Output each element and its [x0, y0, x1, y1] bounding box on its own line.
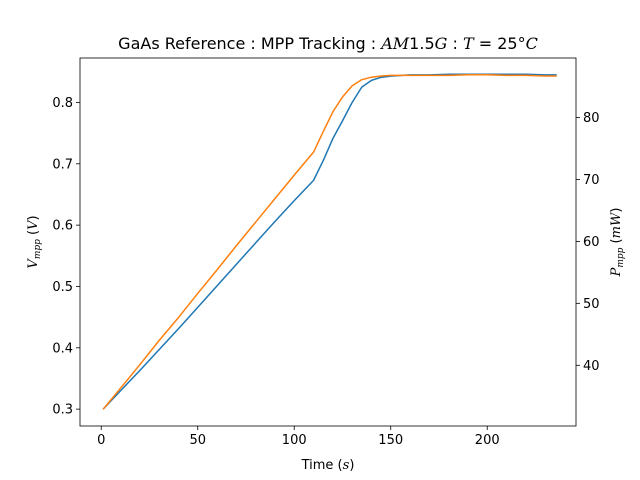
plot-frame — [79, 57, 577, 427]
y-left-tick-label: 0.6 — [52, 219, 73, 234]
y-right-tick-label: 80 — [583, 111, 600, 126]
series-group — [102, 73, 557, 410]
x-tick-label: 150 — [378, 433, 403, 448]
y-left-tick-label: 0.7 — [52, 157, 73, 172]
chart-title: GaAs Reference : MPP Tracking : AM1.5G :… — [118, 34, 538, 53]
y-right-tick-label: 60 — [583, 235, 600, 250]
y-left-tick-label: 0.4 — [52, 341, 73, 356]
y-axis-right-ticks: 40 50 60 70 80 — [576, 111, 600, 374]
y-right-tick-label: 50 — [583, 297, 600, 312]
y-axis-left-ticks: 0.3 0.4 0.5 0.6 0.7 0.8 — [52, 96, 80, 418]
x-tick-label: 100 — [282, 433, 307, 448]
x-tick-label: 200 — [475, 433, 500, 448]
x-tick-label: 50 — [189, 433, 206, 448]
y-left-tick-label: 0.8 — [52, 96, 73, 111]
series-line-1-left — [102, 73, 557, 410]
x-tick-label: 0 — [97, 433, 105, 448]
x-axis-ticks: 0 50 100 150 200 — [97, 426, 500, 448]
y-axis-right-label: Pmpp (mW) — [609, 208, 626, 278]
x-axis-label: Time (s) — [301, 458, 355, 473]
y-right-tick-label: 70 — [583, 173, 600, 188]
y-left-tick-label: 0.3 — [52, 403, 73, 418]
y-left-tick-label: 0.5 — [52, 280, 73, 295]
y-axis-left-label: Vmpp (V) — [26, 215, 43, 268]
series-line-2-right — [102, 73, 557, 410]
y-right-tick-label: 40 — [583, 359, 600, 374]
